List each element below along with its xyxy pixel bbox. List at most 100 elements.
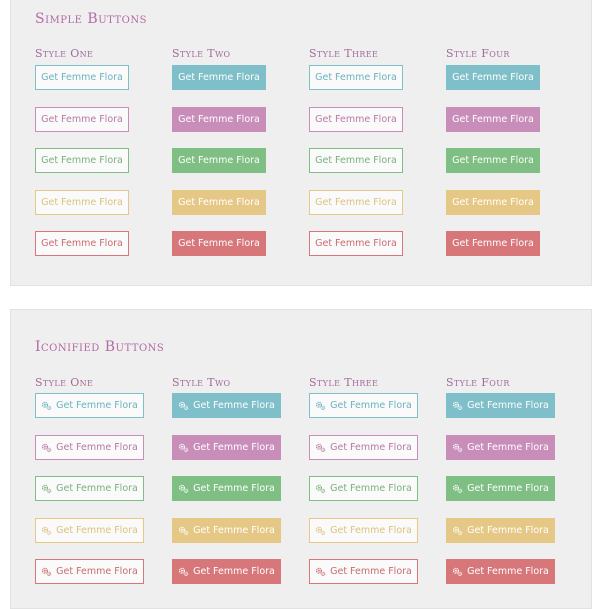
red-style-three-button[interactable]: Get Femme Flora — [309, 559, 418, 584]
button-label: Get Femme Flora — [467, 400, 549, 411]
gears-icon — [178, 566, 189, 577]
yellow-style-two-button[interactable]: Get Femme Flora — [172, 517, 281, 543]
column-title: Style Two — [172, 47, 231, 60]
button-label: Get Femme Flora — [41, 72, 123, 83]
red-style-four-button[interactable]: Get Femme Flora — [446, 231, 540, 256]
column-title: Style Three — [309, 47, 379, 60]
purple-style-four-button[interactable]: Get Femme Flora — [446, 106, 540, 132]
blue-style-one-button[interactable]: Get Femme Flora — [35, 393, 144, 418]
button-label: Get Femme Flora — [467, 483, 549, 494]
button-label: Get Femme Flora — [41, 238, 123, 249]
purple-style-two-button[interactable]: Get Femme Flora — [172, 434, 281, 460]
column-title: Style One — [35, 47, 94, 60]
button-label: Get Femme Flora — [193, 524, 275, 536]
gears-icon — [41, 483, 52, 494]
button-label: Get Femme Flora — [178, 72, 260, 83]
column-title: Style One — [35, 376, 94, 389]
yellow-style-four-button[interactable]: Get Femme Flora — [446, 189, 540, 215]
button-label: Get Femme Flora — [330, 524, 412, 536]
yellow-style-four-button[interactable]: Get Femme Flora — [446, 517, 555, 543]
gears-icon — [178, 442, 189, 453]
green-style-one-button[interactable]: Get Femme Flora — [35, 148, 129, 173]
iconified-buttons-panel: Iconified Buttons Style One Get Femme Flo… — [10, 309, 592, 609]
green-style-two-button[interactable]: Get Femme Flora — [172, 148, 266, 173]
button-label: Get Femme Flora — [452, 196, 534, 208]
gears-icon — [452, 442, 463, 453]
green-style-one-button[interactable]: Get Femme Flora — [35, 476, 144, 501]
button-label: Get Femme Flora — [56, 483, 138, 494]
red-style-three-button[interactable]: Get Femme Flora — [309, 231, 403, 256]
gears-icon — [452, 400, 463, 411]
button-label: Get Femme Flora — [178, 196, 260, 208]
column-title: Style Four — [446, 376, 510, 389]
button-label: Get Femme Flora — [41, 113, 123, 125]
purple-style-one-button[interactable]: Get Femme Flora — [35, 434, 144, 460]
green-style-three-button[interactable]: Get Femme Flora — [309, 476, 418, 501]
gears-icon — [452, 566, 463, 577]
blue-style-two-button[interactable]: Get Femme Flora — [172, 393, 281, 418]
button-label: Get Femme Flora — [315, 155, 397, 166]
red-style-one-button[interactable]: Get Femme Flora — [35, 559, 144, 584]
blue-style-three-button[interactable]: Get Femme Flora — [309, 65, 403, 90]
blue-style-three-button[interactable]: Get Femme Flora — [309, 393, 418, 418]
red-style-one-button[interactable]: Get Femme Flora — [35, 231, 129, 256]
button-label: Get Femme Flora — [193, 483, 275, 494]
purple-style-three-button[interactable]: Get Femme Flora — [309, 106, 403, 132]
gears-icon — [41, 400, 52, 411]
blue-style-one-button[interactable]: Get Femme Flora — [35, 65, 129, 90]
gears-icon — [315, 566, 326, 577]
gears-icon — [452, 525, 463, 536]
gears-icon — [41, 442, 52, 453]
green-style-two-button[interactable]: Get Femme Flora — [172, 476, 281, 501]
column-title: Style Three — [309, 376, 379, 389]
green-style-four-button[interactable]: Get Femme Flora — [446, 148, 540, 173]
button-label: Get Femme Flora — [178, 113, 260, 125]
red-style-two-button[interactable]: Get Femme Flora — [172, 559, 281, 584]
simple-buttons-title: Simple Buttons — [35, 11, 147, 27]
purple-style-two-button[interactable]: Get Femme Flora — [172, 106, 266, 132]
button-label: Get Femme Flora — [56, 524, 138, 536]
gears-icon — [315, 442, 326, 453]
button-label: Get Femme Flora — [330, 441, 412, 453]
yellow-style-three-button[interactable]: Get Femme Flora — [309, 189, 403, 215]
gears-icon — [178, 483, 189, 494]
button-label: Get Femme Flora — [41, 155, 123, 166]
gears-icon — [178, 525, 189, 536]
button-label: Get Femme Flora — [193, 441, 275, 453]
green-style-three-button[interactable]: Get Femme Flora — [309, 148, 403, 173]
blue-style-four-button[interactable]: Get Femme Flora — [446, 65, 540, 90]
column-title: Style Four — [446, 47, 510, 60]
yellow-style-one-button[interactable]: Get Femme Flora — [35, 517, 144, 543]
gears-icon — [452, 483, 463, 494]
button-label: Get Femme Flora — [467, 566, 549, 577]
green-style-four-button[interactable]: Get Femme Flora — [446, 476, 555, 501]
button-label: Get Femme Flora — [56, 400, 138, 411]
yellow-style-one-button[interactable]: Get Femme Flora — [35, 189, 129, 215]
button-label: Get Femme Flora — [315, 72, 397, 83]
purple-style-one-button[interactable]: Get Femme Flora — [35, 106, 129, 132]
purple-style-four-button[interactable]: Get Femme Flora — [446, 434, 555, 460]
gears-icon — [315, 400, 326, 411]
gears-icon — [41, 566, 52, 577]
button-label: Get Femme Flora — [56, 566, 138, 577]
button-label: Get Femme Flora — [41, 196, 123, 208]
yellow-style-three-button[interactable]: Get Femme Flora — [309, 517, 418, 543]
gears-icon — [315, 525, 326, 536]
button-label: Get Femme Flora — [315, 238, 397, 249]
button-label: Get Femme Flora — [452, 72, 534, 83]
button-label: Get Femme Flora — [178, 155, 260, 166]
column-title: Style Two — [172, 376, 231, 389]
button-label: Get Femme Flora — [452, 238, 534, 249]
button-label: Get Femme Flora — [330, 566, 412, 577]
blue-style-four-button[interactable]: Get Femme Flora — [446, 393, 555, 418]
gears-icon — [315, 483, 326, 494]
button-label: Get Femme Flora — [56, 441, 138, 453]
blue-style-two-button[interactable]: Get Femme Flora — [172, 65, 266, 90]
purple-style-three-button[interactable]: Get Femme Flora — [309, 434, 418, 460]
gears-icon — [41, 525, 52, 536]
button-label: Get Femme Flora — [315, 196, 397, 208]
iconified-buttons-title: Iconified Buttons — [35, 339, 165, 355]
red-style-two-button[interactable]: Get Femme Flora — [172, 231, 266, 256]
yellow-style-two-button[interactable]: Get Femme Flora — [172, 189, 266, 215]
red-style-four-button[interactable]: Get Femme Flora — [446, 559, 555, 584]
